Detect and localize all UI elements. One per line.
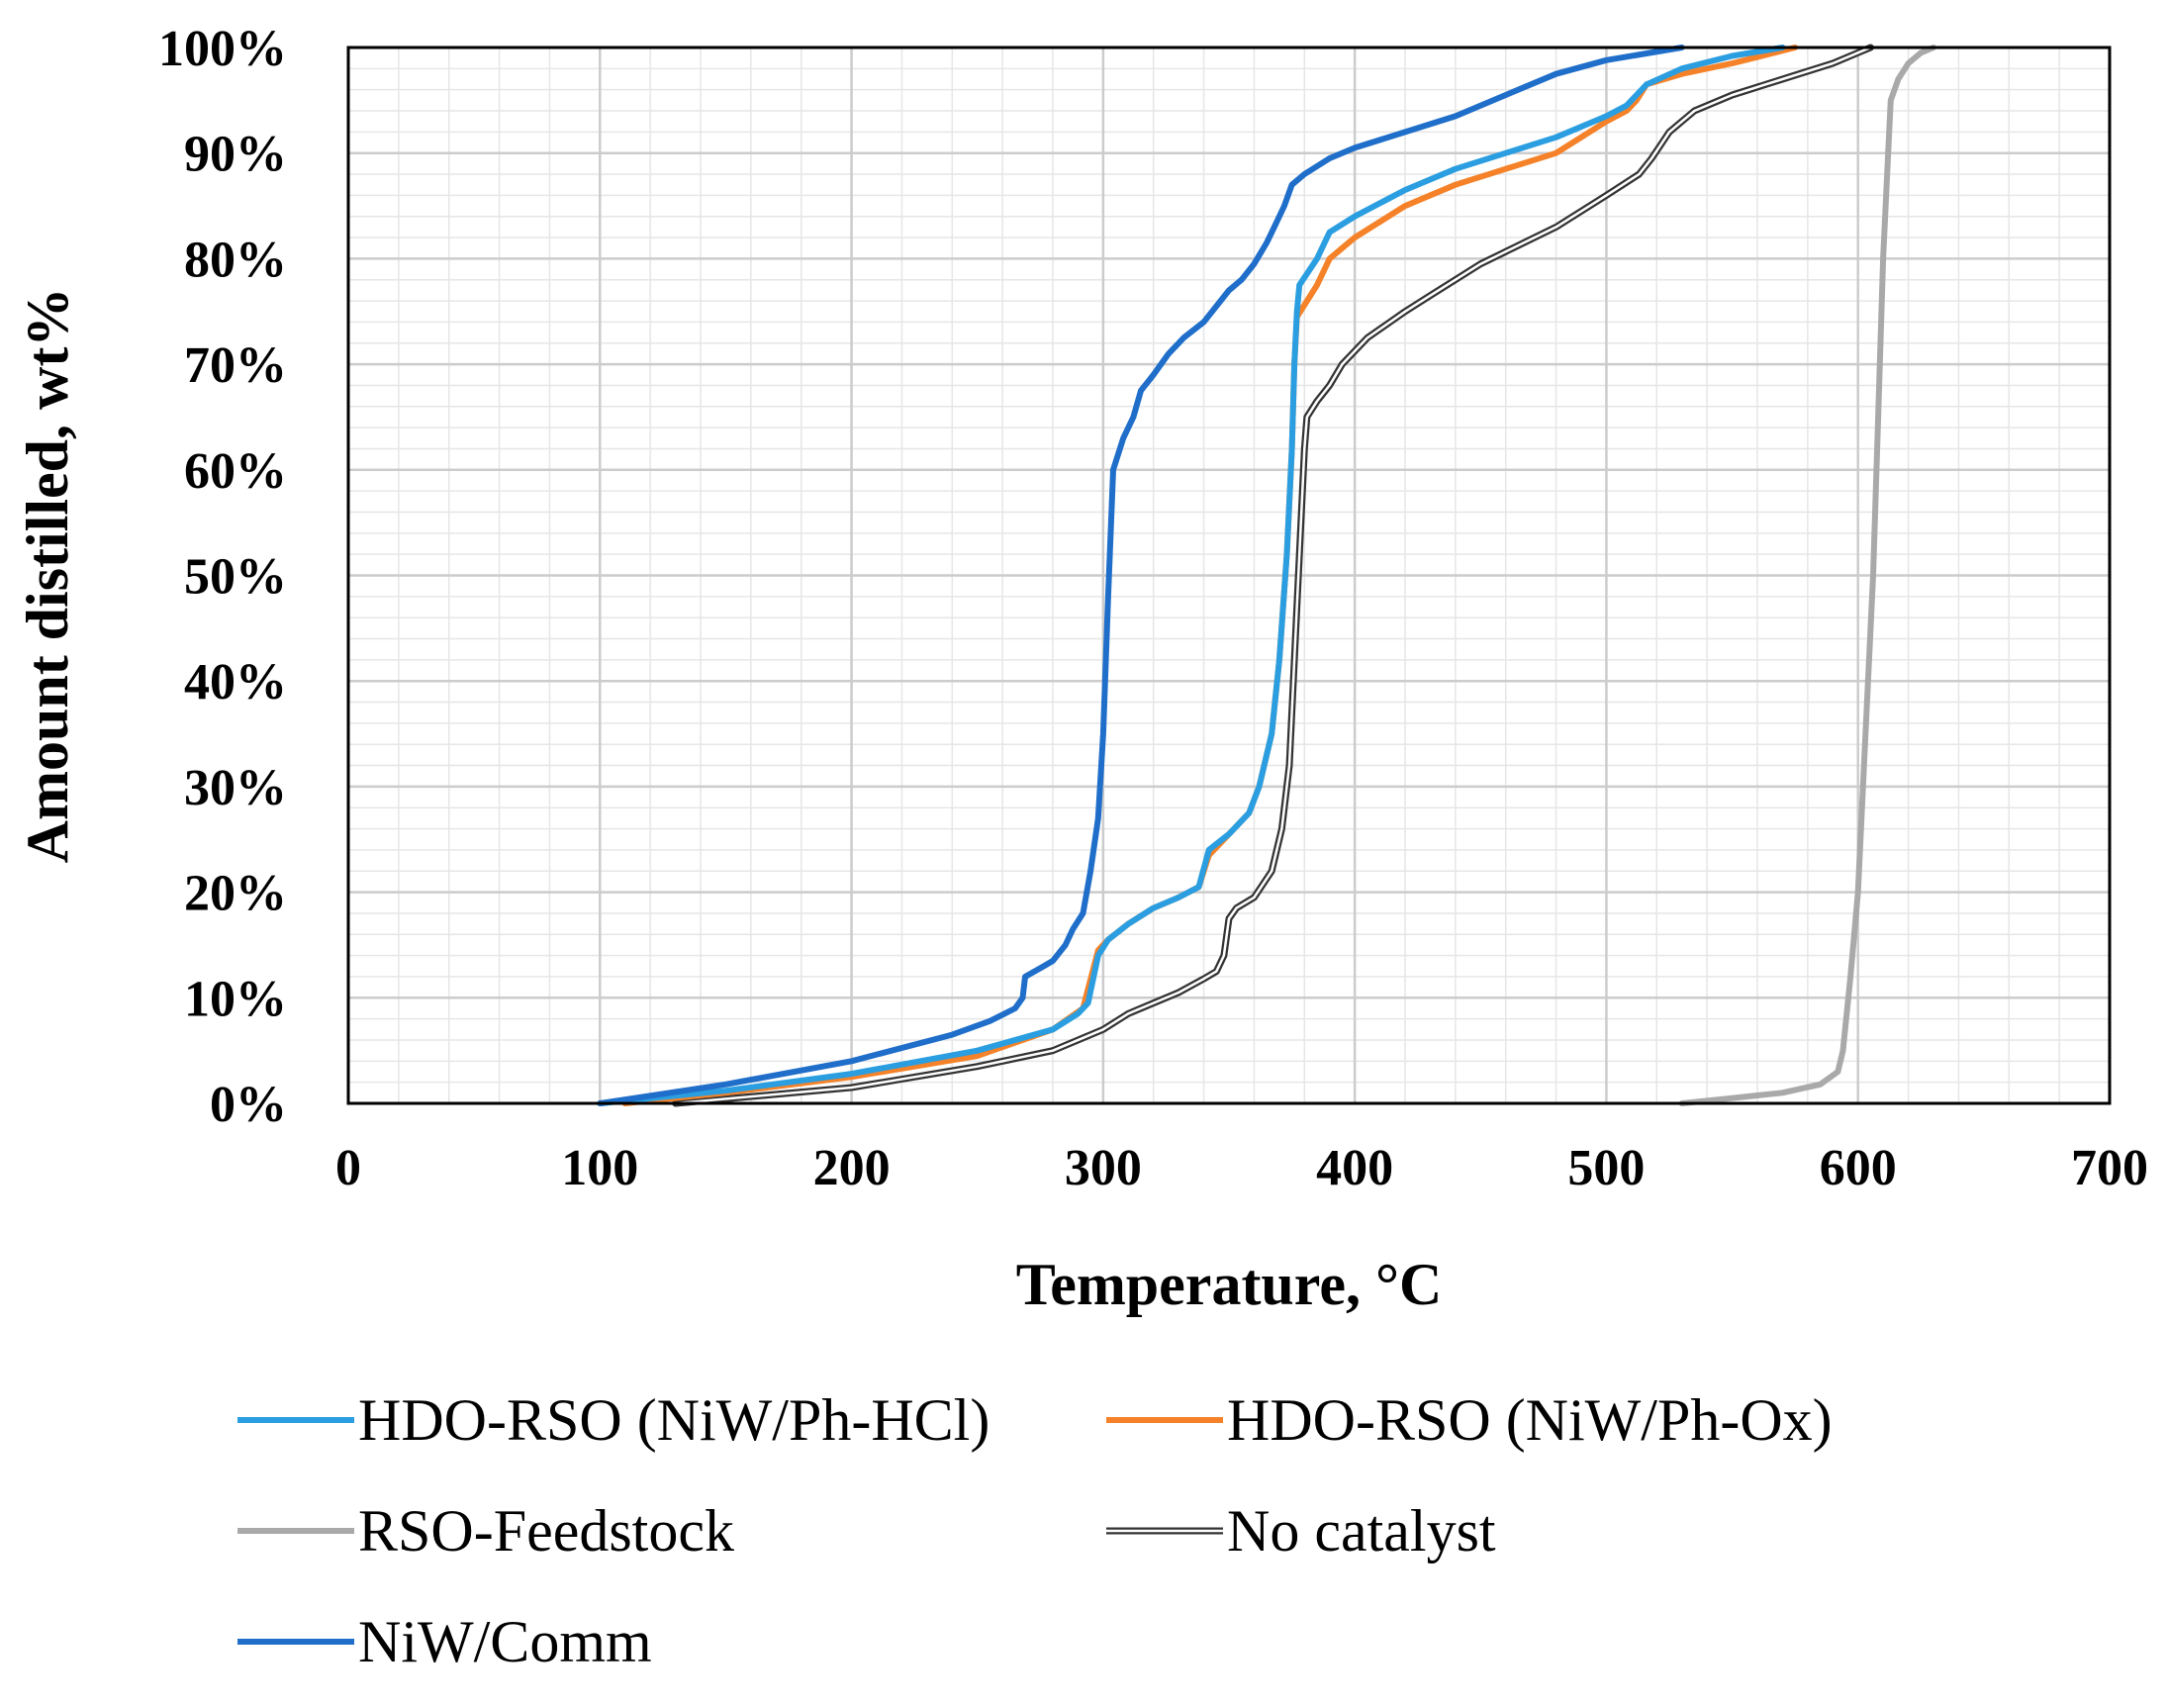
y-tick-label: 80%	[184, 232, 287, 288]
y-tick-label: 20%	[184, 866, 287, 922]
x-axis-ticks: 0 100 200 300 400 500 600 700	[335, 1140, 2148, 1196]
x-axis-title: Temperature, °C	[1016, 1252, 1443, 1317]
y-tick-label: 90%	[184, 127, 287, 183]
x-tick-label: 200	[813, 1140, 891, 1196]
legend-label-hdo-rso-niw-ph-hcl: HDO-RSO (NiW/Ph-HCl)	[358, 1387, 989, 1453]
y-tick-label: 30%	[184, 760, 287, 816]
x-tick-label: 500	[1567, 1140, 1645, 1196]
y-tick-label: 10%	[184, 971, 287, 1027]
y-tick-label: 40%	[184, 654, 287, 711]
series-line-rso-feedstock	[1678, 45, 1936, 1106]
x-tick-label: 100	[561, 1140, 638, 1196]
series-line-inner-no-catalyst	[674, 46, 1872, 1105]
x-tick-label: 0	[335, 1140, 361, 1196]
plot-area-border	[346, 46, 2112, 1105]
legend-label-niw-comm: NiW/Comm	[358, 1609, 652, 1674]
y-tick-label: 50%	[184, 549, 287, 606]
legend-label-no-catalyst: No catalyst	[1227, 1498, 1496, 1564]
series-layer	[597, 44, 1936, 1107]
x-tick-label: 400	[1316, 1140, 1393, 1196]
y-tick-label: 70%	[184, 337, 287, 394]
legend: HDO-RSO (NiW/Ph-HCl) HDO-RSO (NiW/Ph-Ox) R…	[237, 1387, 1833, 1674]
legend-label-rso-feedstock: RSO-Feedstock	[358, 1498, 734, 1564]
y-axis-ticks: 0% 10% 20% 30% 40% 50% 60% 70% 80% 90% 100%	[158, 21, 287, 1133]
series-line-niw-comm	[597, 45, 1685, 1106]
y-axis-title: Amount distilled, wt%	[15, 288, 80, 864]
x-tick-label: 700	[2071, 1140, 2148, 1196]
y-tick-label: 60%	[184, 443, 287, 500]
legend-label-hdo-rso-niw-ph-ox: HDO-RSO (NiW/Ph-Ox)	[1227, 1387, 1833, 1453]
y-tick-label: 100%	[158, 21, 287, 77]
series-line-hdo-rso-niw-ph-hcl	[597, 45, 1786, 1106]
x-tick-label: 600	[1820, 1140, 1897, 1196]
y-tick-label: 0%	[210, 1077, 287, 1133]
x-tick-label: 300	[1065, 1140, 1142, 1196]
